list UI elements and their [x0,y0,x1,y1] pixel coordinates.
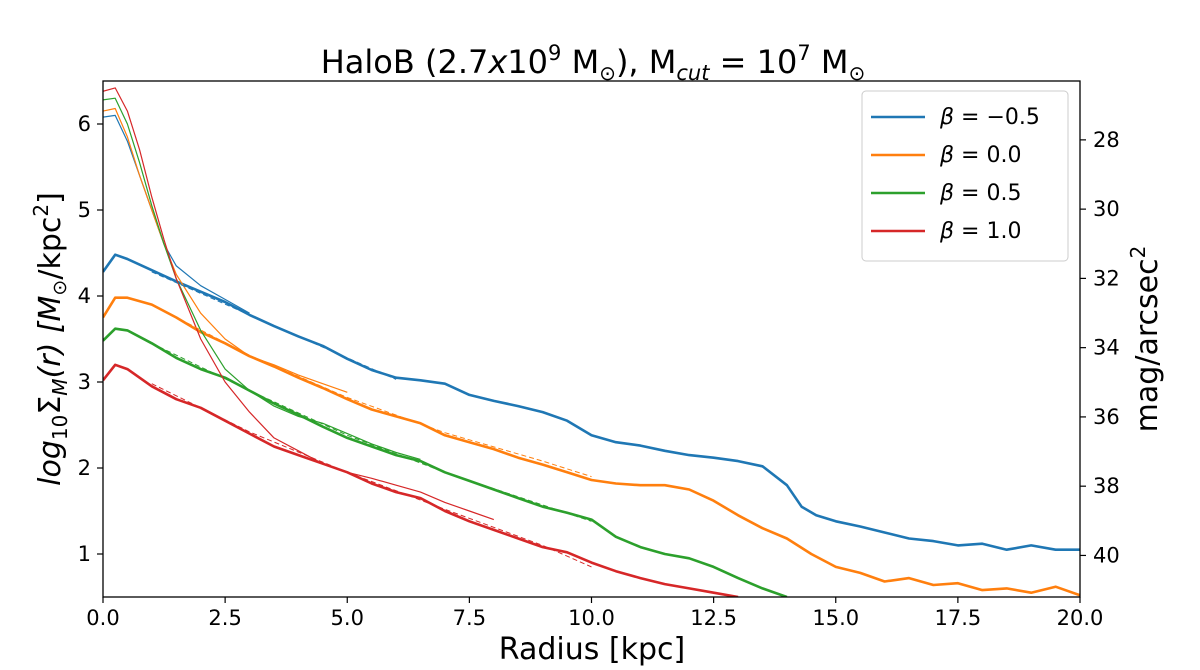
y2-tick-label: 36 [1093,405,1120,429]
x-tick-label: 17.5 [934,606,981,630]
chart-title: HaloB (2.7x109 M⊙), Mcut = 107 M⊙ [321,41,866,85]
legend-label: β = 0.5 [939,181,1021,206]
y2-tick-label: 30 [1093,197,1120,221]
series-line-thin-5 [103,107,348,393]
y2-tick-label: 38 [1093,474,1120,498]
legend-label: β = 0.0 [939,143,1021,168]
x-tick-label: 0.0 [86,606,119,630]
x-tick-label: 2.5 [208,606,241,630]
legend-label: β = 1.0 [939,219,1021,244]
series-line-thin-4 [103,114,250,314]
legend-label: β = −0.5 [939,105,1040,130]
x-axis: 0.0 2.5 5.0 7.5 10.0 12.5 15.0 17.5 20.0 [86,597,1103,630]
x-tick-label: 7.5 [453,606,486,630]
y-tick-label: 6 [78,112,91,136]
y2-tick-label: 40 [1093,543,1120,567]
x-tick-label: 15.0 [812,606,859,630]
y-axis-label: log10ΣM(r) [M⊙/kpc2] [29,192,72,486]
y2-tick-label: 32 [1093,266,1120,290]
series-line-dashed-9 [151,304,592,478]
series-line-dashed-8 [151,271,397,380]
series-line-thick-2 [103,327,788,597]
series-line-thin-6 [103,97,421,460]
y-tick-label: 3 [78,370,91,394]
x-axis-label: Radius [kpc] [499,632,685,667]
y2-axis-label: mag/arcsec2 [1126,246,1165,433]
x-tick-label: 10.0 [568,606,615,630]
y-tick-label: 1 [78,542,91,566]
series-line-dashed-11 [151,383,592,568]
x-tick-label: 20.0 [1057,606,1104,630]
y-tick-label: 2 [78,456,91,480]
series-layer [103,87,1080,597]
series-line-thick-3 [103,363,739,597]
y2-tick-label: 28 [1093,128,1120,152]
legend-box [861,90,1069,262]
y-axis-right: 28 30 32 34 36 38 40 [1080,128,1120,567]
legend: β = −0.5 β = 0.0 β = 0.5 β = 1.0 [861,90,1069,262]
series-line-thick-1 [103,296,1080,597]
series-line-thick-0 [103,253,1080,551]
series-line-thin-7 [103,87,494,521]
x-tick-label: 12.5 [690,606,737,630]
y-tick-label: 5 [78,198,91,222]
y-tick-label: 4 [78,284,91,308]
y2-tick-label: 34 [1093,336,1120,360]
series-line-dashed-10 [151,342,592,522]
x-tick-label: 5.0 [331,606,364,630]
y-axis-left: 1 2 3 4 5 6 [78,112,103,566]
